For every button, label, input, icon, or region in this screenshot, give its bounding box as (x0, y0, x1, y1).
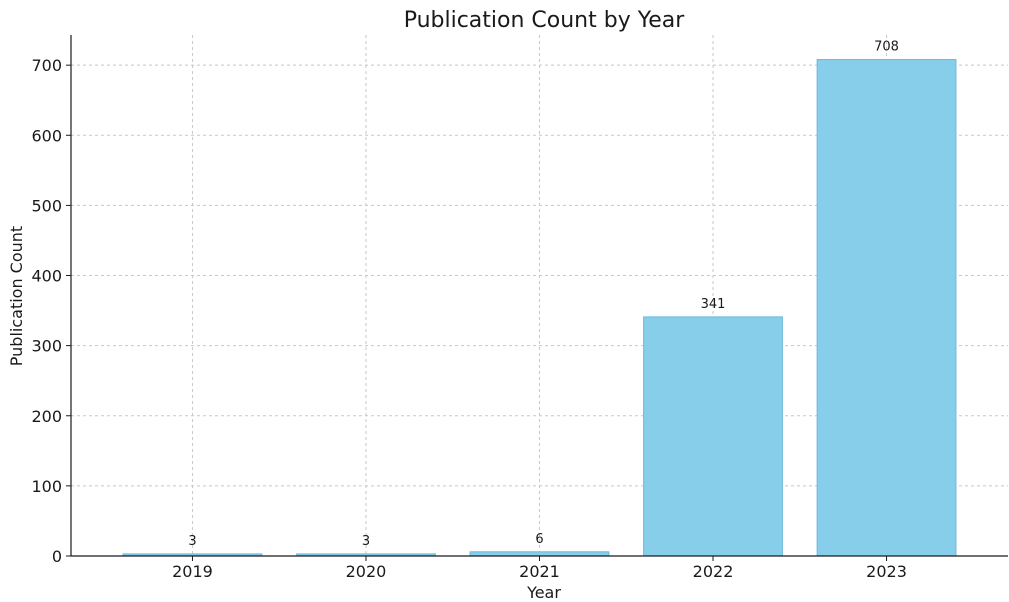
chart-title: Publication Count by Year (404, 8, 686, 33)
bars (122, 59, 957, 557)
y-tick-label: 400 (31, 267, 62, 286)
x-tick-label: 2019 (172, 562, 213, 581)
y-tick-label: 100 (31, 477, 62, 496)
data-labels: 3 3 6 341 708 (188, 40, 899, 549)
x-tick-label: 2020 (346, 562, 387, 581)
data-label-2019: 3 (188, 534, 196, 549)
data-label-2021: 6 (535, 532, 543, 547)
data-label-2020: 3 (362, 534, 370, 549)
y-tick-label: 500 (31, 196, 62, 215)
y-tick-label: 600 (31, 126, 62, 145)
x-tick-label: 2022 (693, 562, 734, 581)
bar-2021 (469, 551, 610, 557)
y-tick-label: 200 (31, 407, 62, 426)
y-tick-label: 0 (52, 547, 62, 566)
y-tick-label: 300 (31, 337, 62, 356)
y-tick-label: 700 (31, 56, 62, 75)
y-axis-label: Publication Count (7, 226, 26, 366)
x-tick-label: 2023 (866, 562, 907, 581)
x-axis-label: Year (526, 583, 561, 602)
x-tick-label: 2021 (519, 562, 560, 581)
bar-2022 (643, 316, 783, 557)
bar-2023 (816, 59, 957, 557)
ticks: 0 100 200 300 400 500 600 700 2019 2020 2021 2022 20… (31, 56, 906, 581)
data-label-2022: 341 (701, 297, 726, 312)
data-label-2023: 708 (874, 40, 899, 55)
